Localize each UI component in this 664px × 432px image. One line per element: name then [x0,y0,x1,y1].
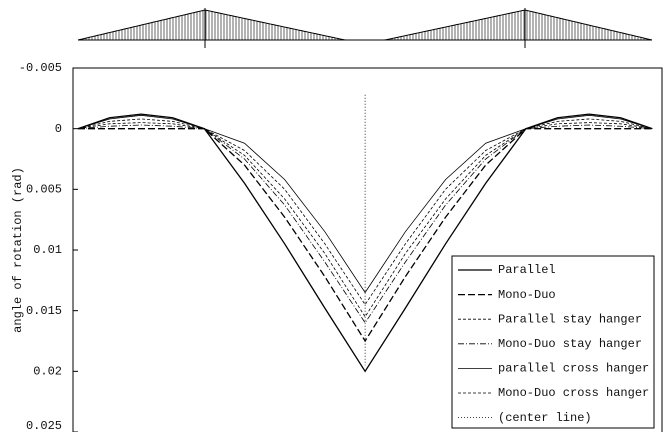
line [77,124,653,324]
legend-label: Mono-Duo cross hanger [498,386,649,400]
y-tick-label: 0.02 [33,365,62,379]
y-tick-label: 0.005 [26,183,62,197]
y-tick-label: 0 [55,122,62,136]
plot-frame [72,67,663,432]
line [77,118,653,318]
bridge-diagram [77,8,653,48]
legend-label: Parallel [498,263,556,277]
line [77,113,653,373]
legend-label: Mono-Duo [498,288,556,302]
legend-label: Mono-Duo stay hanger [498,337,642,351]
legend-label: parallel cross hanger [498,362,649,376]
y-axis-label: angle of rotation (rad) [11,167,25,333]
y-tick-label: -0.005 [19,61,62,75]
line [77,114,653,294]
legend-box [451,255,655,429]
legend-label: Parallel stay hanger [498,312,642,326]
legend-label: (center line) [498,411,592,425]
y-tick-label: 0.015 [26,304,62,318]
y-tick-label: 0.01 [33,243,62,257]
y-tick-label: 0.025 [26,419,62,432]
